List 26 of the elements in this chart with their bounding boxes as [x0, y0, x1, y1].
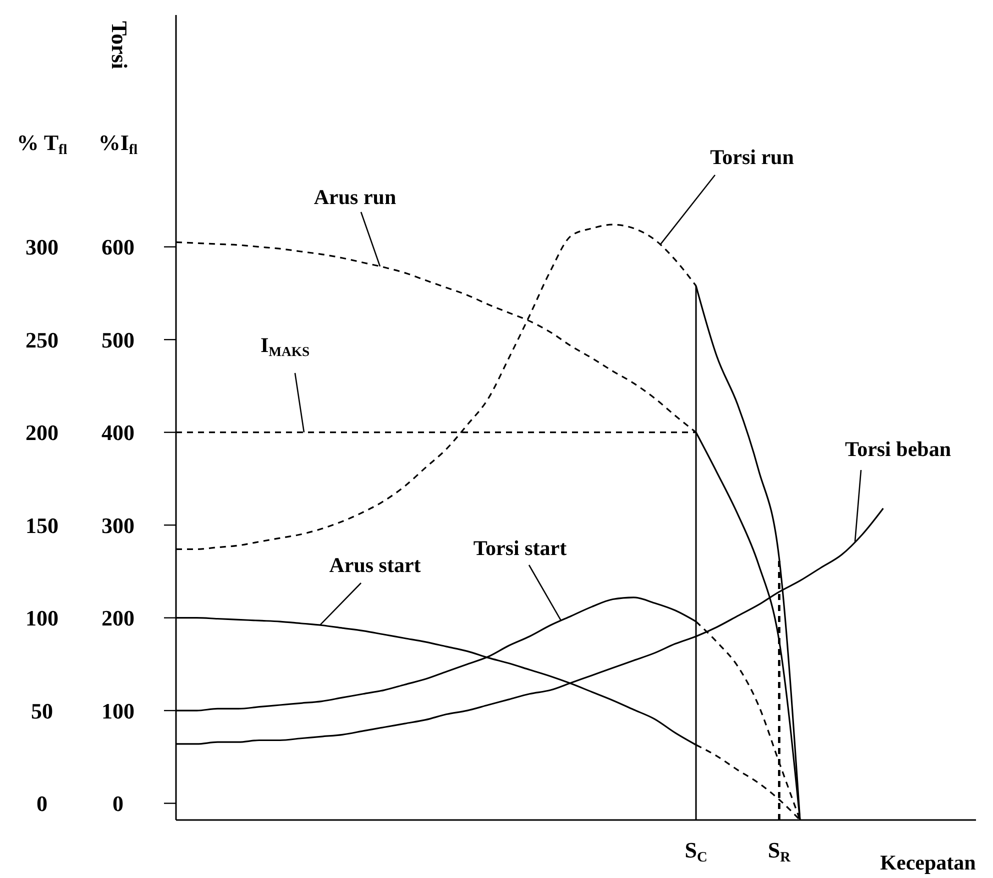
text: Torsi run — [710, 145, 794, 169]
text: Torsi — [107, 20, 132, 70]
y2-tick-label: 500 — [102, 327, 134, 352]
text: Arus start — [329, 553, 421, 577]
text: Arus run — [314, 185, 396, 209]
y-tick-label: 100 — [26, 606, 58, 631]
y2-tick-label: 300 — [102, 512, 134, 538]
text: I$_{MAKS}$ — [260, 333, 310, 358]
y2-tick-label: 600 — [102, 234, 134, 260]
x-axis-title: Kecepatan — [880, 850, 976, 874]
y2-tick-label: 100 — [102, 698, 134, 724]
y2-tick-label: 400 — [102, 420, 134, 446]
x-tick-label: S$_{C}$ — [684, 838, 708, 866]
x-tick-label: S$_{R}$ — [768, 838, 792, 866]
y2-tick-label: 0 — [112, 791, 124, 816]
y-tick-label: 50 — [31, 698, 53, 724]
y2-tick-label: 200 — [102, 606, 134, 631]
y-axis-title: % T$_{fl}$ — [16, 130, 68, 158]
y2-axis-title: %I$_{fl}$ — [98, 130, 138, 158]
y-tick-label: 250 — [26, 327, 58, 352]
y-tick-label: 0 — [36, 791, 48, 816]
text: Torsi start — [473, 536, 567, 560]
y-tick-label: 200 — [26, 420, 58, 446]
text: Torsi beban — [844, 437, 952, 461]
y-tick-label: 300 — [26, 234, 58, 260]
y-tick-label: 150 — [26, 512, 58, 538]
